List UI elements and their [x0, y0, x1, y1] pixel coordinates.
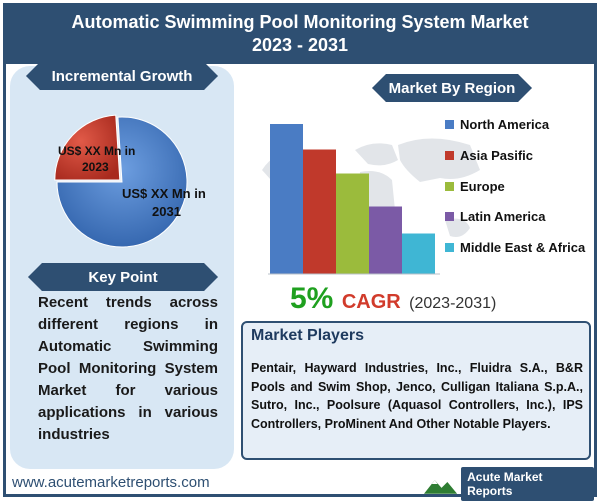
bar-latin-america [369, 206, 402, 274]
market-by-region-title: Market By Region [388, 79, 516, 97]
market-players-box: Market Players Pentair, Hayward Industri… [241, 321, 591, 460]
key-point-title: Key Point [88, 268, 158, 286]
legend-item-north-america: North America [445, 116, 549, 132]
legend-swatch [445, 211, 454, 221]
legend-label: North America [460, 116, 550, 132]
cagr-banner: 5% CAGR (2023-2031) [290, 282, 550, 316]
bar-asia-pasific [303, 149, 336, 274]
market-by-region-ribbon: Market By Region [372, 74, 532, 102]
bar-europe [336, 173, 369, 274]
cagr-percent: 5% [290, 282, 334, 315]
market-players-text: Pentair, Hayward Industries, Inc., Fluid… [251, 361, 583, 431]
page-title-line2: 2023 - 2031 [251, 34, 349, 55]
footer-website-link[interactable]: www.acutemarketreports.com [12, 474, 210, 491]
legend-swatch [445, 181, 454, 191]
legend-swatch [445, 119, 454, 129]
cagr-years: (2023-2031) [409, 295, 497, 312]
page-title-line1: Automatic Swimming Pool Monitoring Syste… [71, 11, 529, 32]
legend-item-middle-east-africa: Middle East & Africa [445, 239, 585, 255]
bar-middle-east-africa [402, 233, 435, 274]
legend-label: Latin America [460, 208, 546, 224]
incremental-growth-title: Incremental Growth [51, 67, 193, 85]
footer-brand: Acute Market Reports [424, 467, 594, 501]
cagr-label: CAGR [341, 291, 401, 313]
legend-label: Europe [460, 178, 505, 194]
key-point-ribbon: Key Point [28, 263, 218, 291]
legend-label: Middle East & Africa [460, 239, 586, 255]
legend-item-asia-pasific: Asia Pasific [445, 147, 533, 163]
incremental-growth-ribbon: Incremental Growth [26, 62, 218, 90]
legend-swatch [445, 150, 454, 160]
legend-label: Asia Pasific [460, 147, 533, 163]
market-players-title: Market Players [251, 327, 364, 344]
pie-slice-2023 [54, 114, 121, 181]
legend-item-europe: Europe [445, 178, 505, 194]
legend-item-latin-america: Latin America [445, 208, 546, 224]
mountain-logo-icon [424, 480, 458, 494]
brand-name: Acute Market Reports [461, 467, 594, 501]
pie-slice-2031 [56, 116, 188, 248]
bar-north-america [270, 124, 303, 274]
page-header: Automatic Swimming Pool Monitoring Syste… [3, 3, 597, 64]
key-point-text: Recent trends across different regions i… [38, 294, 218, 443]
pie-label-2023: US$ XX Mn in 2023 [58, 144, 139, 174]
pie-label-2031: US$ XX Mn in 2031 [122, 186, 209, 219]
legend-swatch [445, 242, 454, 252]
